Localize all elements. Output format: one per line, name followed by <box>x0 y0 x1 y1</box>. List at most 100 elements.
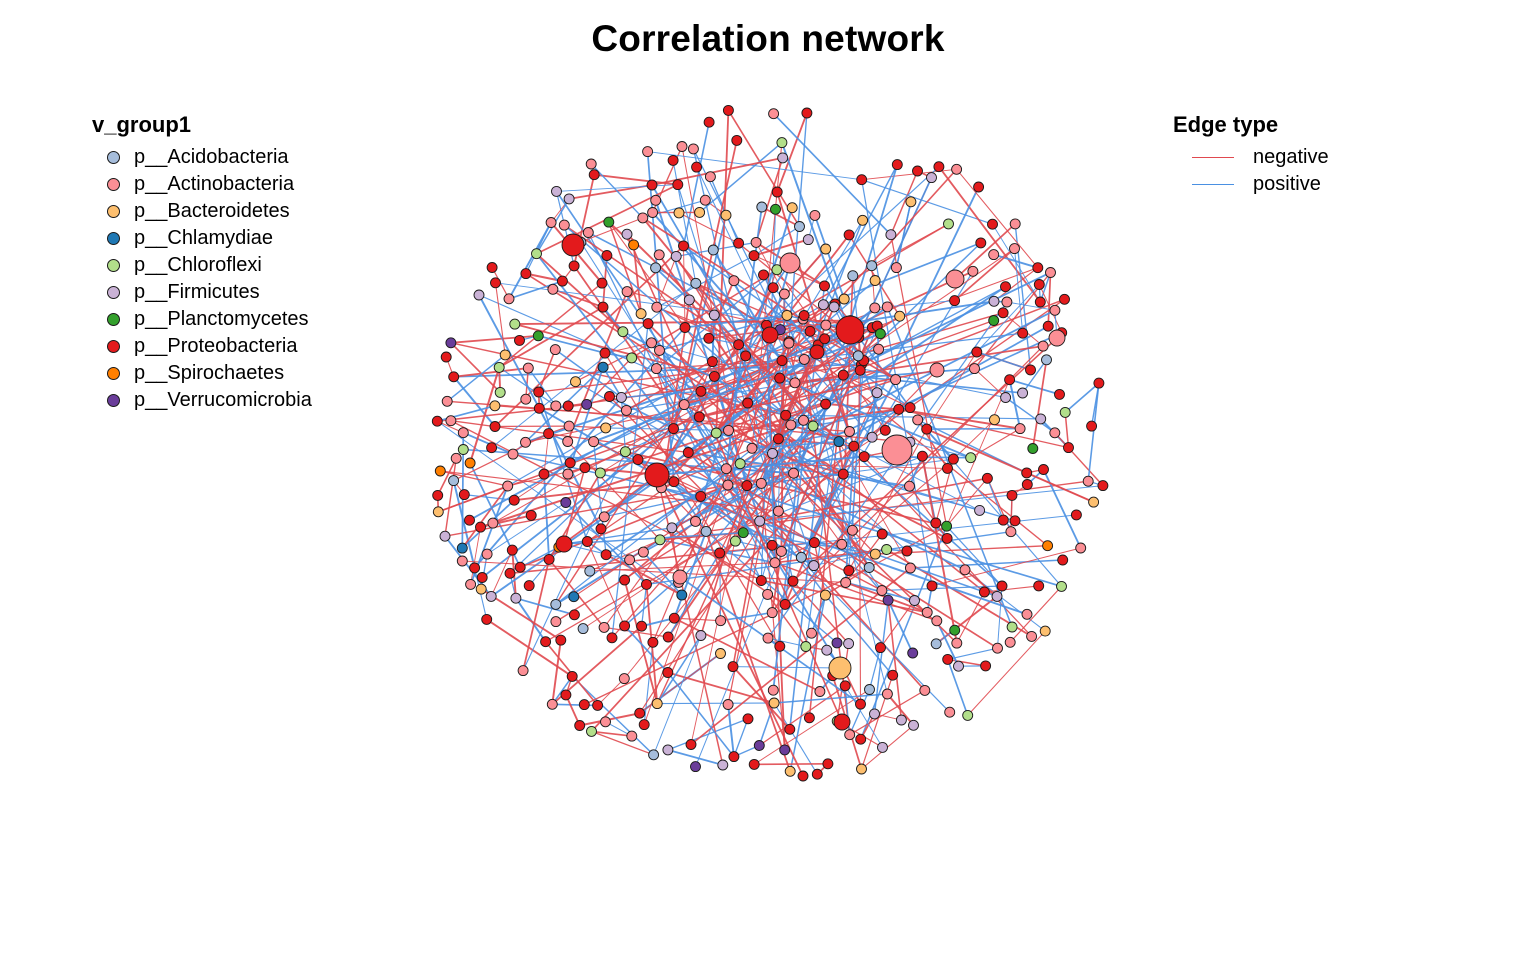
network-node <box>1086 420 1098 432</box>
network-node <box>594 467 606 479</box>
network-node <box>514 561 526 573</box>
network-node <box>909 595 920 606</box>
network-node <box>445 415 457 427</box>
network-node <box>881 544 893 555</box>
network-node <box>779 598 791 610</box>
network-edge <box>848 428 928 571</box>
network-node <box>647 207 659 218</box>
network-node <box>597 301 609 313</box>
network-edge <box>974 368 1006 398</box>
network-edge <box>931 547 1081 587</box>
network-edge <box>1005 396 1056 434</box>
network-edge <box>600 429 729 474</box>
node-legend-label: p__Acidobacteria <box>134 146 289 168</box>
network-edge <box>556 184 678 192</box>
network-node <box>991 590 1003 602</box>
network-node <box>682 447 694 458</box>
network-edge <box>589 539 661 572</box>
network-edge <box>626 233 843 723</box>
network-node <box>804 325 816 337</box>
network-edge <box>986 478 1004 521</box>
network-node <box>662 631 674 643</box>
node-legend-label: p__Verrucomicrobia <box>134 389 312 411</box>
network-node <box>489 421 501 432</box>
network-node <box>942 653 954 665</box>
network-node <box>808 537 820 549</box>
network-edge <box>760 324 857 484</box>
network-node <box>753 740 765 751</box>
network-node <box>761 326 779 344</box>
node-legend-label: p__Actinobacteria <box>134 173 295 195</box>
network-node <box>971 346 983 358</box>
network-edge <box>887 600 903 721</box>
network-node <box>820 319 832 331</box>
network-edge <box>1006 301 1055 311</box>
network-node <box>1006 621 1018 633</box>
network-node <box>784 765 796 777</box>
network-node <box>632 454 644 466</box>
network-node <box>930 638 942 650</box>
network-edge <box>673 481 744 534</box>
edge-legend-title: Edge type <box>1173 112 1279 137</box>
network-node <box>808 560 820 572</box>
network-node <box>588 169 600 181</box>
network-node <box>690 761 701 773</box>
chart-title: Correlation network <box>591 18 945 59</box>
network-node <box>1059 293 1070 305</box>
network-node <box>550 400 562 412</box>
network-edge <box>657 702 775 705</box>
network-node <box>1021 608 1033 620</box>
network-node <box>907 647 919 659</box>
network-node <box>678 240 689 252</box>
network-edge <box>642 217 814 427</box>
network-edge <box>727 415 787 705</box>
network-node <box>1045 267 1056 278</box>
network-edge <box>555 361 714 605</box>
network-edge <box>753 226 800 257</box>
network-edge <box>1042 469 1082 549</box>
network-node <box>564 457 576 469</box>
network-edge <box>656 474 804 777</box>
network-node <box>754 515 766 527</box>
network-node <box>837 468 849 480</box>
network-node <box>1049 304 1061 316</box>
network-edge <box>604 352 781 647</box>
node-legend-item: p__Planctomycetes <box>92 306 312 333</box>
network-node <box>626 352 638 364</box>
network-node <box>486 262 498 273</box>
network-edge <box>440 470 508 487</box>
network-node <box>662 744 674 756</box>
network-node <box>646 179 658 191</box>
network-node <box>755 477 767 489</box>
network-edge <box>861 286 1006 365</box>
network-node <box>783 337 795 349</box>
network-edge <box>498 366 557 407</box>
network-edge <box>444 458 457 537</box>
network-node <box>465 578 477 590</box>
network-node <box>485 590 497 602</box>
network-node <box>741 480 753 492</box>
network-node <box>852 350 864 362</box>
network-node <box>499 349 511 361</box>
network-node <box>520 393 532 405</box>
network-node <box>819 589 831 601</box>
network-edge <box>563 531 744 545</box>
network-edge <box>453 433 549 482</box>
network-node <box>728 275 740 287</box>
network-node <box>619 446 631 458</box>
network-node <box>647 636 659 648</box>
network-node <box>550 598 562 610</box>
network-edge <box>656 338 826 704</box>
network-node <box>828 656 852 680</box>
network-node <box>778 288 790 300</box>
edge-legend-line <box>1192 157 1234 158</box>
network-node <box>1070 509 1082 521</box>
network-edge <box>1047 272 1052 327</box>
network-node <box>767 282 779 294</box>
node-legend-swatch <box>107 232 120 245</box>
network-edge <box>653 635 702 755</box>
network-edge <box>774 693 888 704</box>
network-edge <box>813 542 827 596</box>
network-node <box>650 363 662 375</box>
network-node <box>811 768 823 780</box>
